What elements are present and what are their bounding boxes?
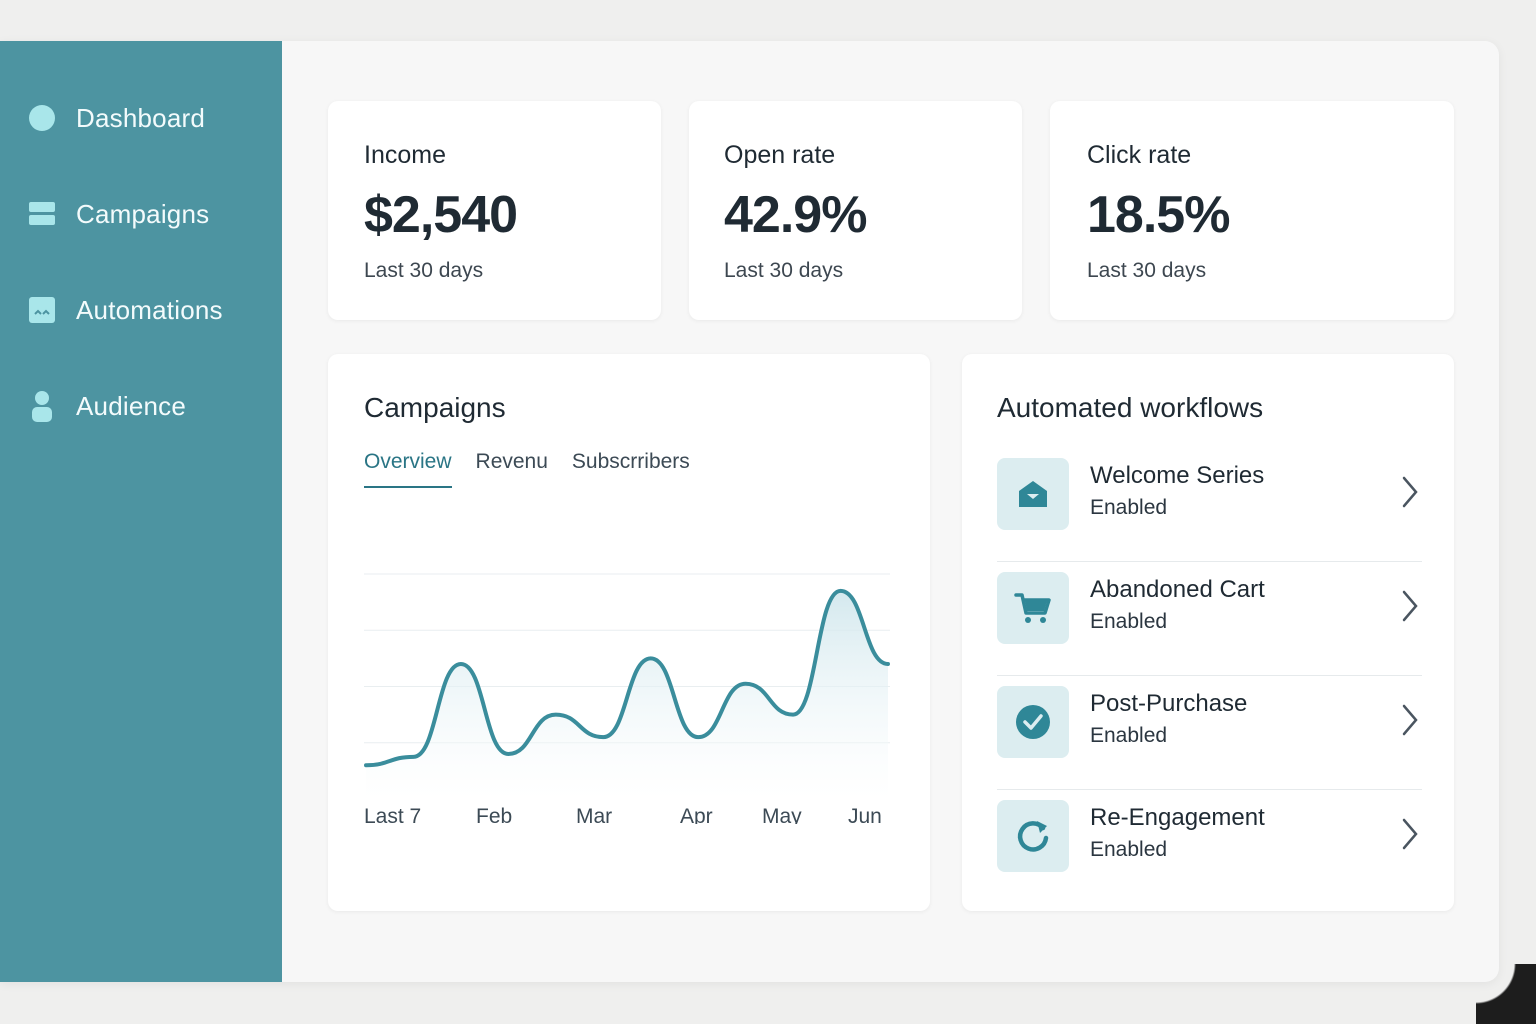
workflows-card: Automated workflows Welcome Series Enabl… <box>962 354 1454 911</box>
sidebar-item-label: Audience <box>76 390 187 421</box>
sidebar-item-campaigns[interactable]: Campaigns <box>28 194 209 234</box>
check-circle-icon <box>997 686 1069 758</box>
tab-revenue[interactable]: Revenu <box>475 450 548 473</box>
sidebar-item-automations[interactable]: Automations <box>28 290 223 330</box>
chevron-right-icon[interactable] <box>1398 702 1422 738</box>
sidebar-item-label: Automations <box>76 294 223 325</box>
refresh-icon <box>997 800 1069 872</box>
stat-value: 18.5% <box>1087 186 1230 244</box>
workflow-name: Abandoned Cart <box>1090 576 1265 603</box>
person-icon <box>28 391 56 422</box>
workflow-name: Re-Engagement <box>1090 804 1265 831</box>
divider <box>997 789 1422 790</box>
workflow-name: Welcome Series <box>1090 462 1265 489</box>
chevron-right-icon[interactable] <box>1398 588 1422 624</box>
automation-icon <box>28 296 56 324</box>
stat-title: Open rate <box>724 141 836 169</box>
chevron-right-icon[interactable] <box>1398 474 1422 510</box>
stat-period: Last 30 days <box>364 259 484 282</box>
stat-title: Click rate <box>1087 141 1192 169</box>
open-rate-card: Open rate 42.9% Last 30 days <box>689 101 1022 320</box>
x-tick-label: Mar <box>576 805 612 824</box>
sidebar-item-audience[interactable]: Audience <box>28 386 186 426</box>
sidebar-item-label: Dashboard <box>76 102 205 133</box>
workflow-status: Enabled <box>1090 838 1168 861</box>
stat-title: Income <box>364 141 446 169</box>
workflow-status: Enabled <box>1090 724 1168 747</box>
x-tick-label: Last 7 <box>364 805 421 824</box>
workflow-item-welcome-series[interactable]: Welcome Series Enabled <box>997 448 1422 562</box>
app-window: Dashboard Campaigns Automations <box>0 41 1499 982</box>
workflow-item-abandoned-cart[interactable]: Abandoned Cart Enabled <box>997 562 1422 676</box>
divider <box>997 675 1422 676</box>
x-tick-label: May <box>762 805 802 824</box>
sidebar: Dashboard Campaigns Automations <box>0 41 282 982</box>
workflow-item-re-engagement[interactable]: Re-Engagement Enabled <box>997 790 1422 904</box>
stat-period: Last 30 days <box>1087 259 1207 282</box>
layers-icon <box>28 200 56 228</box>
campaigns-card: Campaigns Overview Revenu Subscrribers L… <box>328 354 930 911</box>
x-tick-label: Feb <box>476 805 512 824</box>
tab-subscribers[interactable]: Subscrribers <box>571 450 690 473</box>
divider <box>997 561 1422 562</box>
workflow-name: Post-Purchase <box>1090 690 1248 717</box>
income-card: Income $2,540 Last 30 days <box>328 101 661 320</box>
stat-value: 42.9% <box>724 186 867 244</box>
campaign-tabs: Overview Revenu Subscrribers <box>364 450 714 488</box>
cart-icon <box>997 572 1069 644</box>
workflow-status: Enabled <box>1090 496 1168 519</box>
workflow-status: Enabled <box>1090 610 1168 633</box>
tab-overview[interactable]: Overview <box>364 450 452 488</box>
click-rate-card: Click rate 18.5% Last 30 days <box>1050 101 1454 320</box>
stat-period: Last 30 days <box>724 259 844 282</box>
workflows-title: Automated workflows <box>997 392 1264 423</box>
chart-series-line <box>364 588 890 768</box>
stat-value: $2,540 <box>364 186 518 244</box>
x-tick-label: Apr <box>680 805 713 824</box>
chevron-right-icon[interactable] <box>1398 816 1422 852</box>
x-tick-label: Jun <box>848 805 882 824</box>
sidebar-item-label: Campaigns <box>76 198 210 229</box>
circle-icon <box>28 104 56 132</box>
campaigns-line-chart: Last 7 Feb Mar Apr May Jun <box>364 573 890 824</box>
sidebar-item-dashboard[interactable]: Dashboard <box>28 98 205 138</box>
workflow-item-post-purchase[interactable]: Post-Purchase Enabled <box>997 676 1422 790</box>
campaigns-title: Campaigns <box>364 392 506 423</box>
envelope-icon <box>997 458 1069 530</box>
